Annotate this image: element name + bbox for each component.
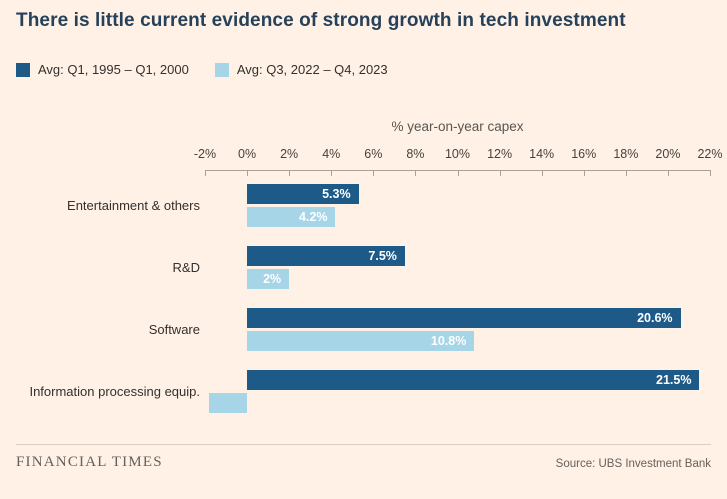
x-axis-tick xyxy=(583,170,585,176)
x-axis-tick xyxy=(205,170,206,176)
category-label: R&D xyxy=(172,260,200,275)
legend-label-series2: Avg: Q3, 2022 – Q4, 2023 xyxy=(236,62,388,77)
x-axis-tick xyxy=(541,170,543,176)
bar-segment: 20.6% xyxy=(247,308,681,328)
bar-segment: 5.3% xyxy=(247,184,359,204)
x-axis-tick-label: 20% xyxy=(655,147,681,161)
legend-label-series1: Avg: Q1, 1995 – Q1, 2000 xyxy=(38,62,189,77)
x-axis-tick xyxy=(457,170,459,176)
legend-swatch-light-blue xyxy=(214,62,229,77)
bar-segment: 21.5% xyxy=(247,370,700,390)
x-axis-tick-label: 10% xyxy=(444,147,471,161)
legend-item-series1: Avg: Q1, 1995 – Q1, 2000 xyxy=(16,62,189,77)
x-axis-tick-label: 22% xyxy=(697,147,723,161)
x-axis-tick-label: 12% xyxy=(487,147,513,161)
x-axis-tick-label: 8% xyxy=(406,147,425,161)
x-axis-tick xyxy=(247,170,249,176)
x-axis-tick xyxy=(415,170,417,176)
bar-segment: 7.5% xyxy=(247,246,405,266)
legend-item-series2: Avg: Q3, 2022 – Q4, 2023 xyxy=(214,62,388,77)
category-label: Entertainment & others xyxy=(67,198,200,213)
bar-segment: 4.2% xyxy=(247,207,336,227)
bar-value-label: 20.6% xyxy=(637,311,673,325)
x-axis-tick-label: 0% xyxy=(238,147,257,161)
bar-value-label: 7.5% xyxy=(368,249,397,263)
footer-divider xyxy=(16,444,711,445)
financial-times-logo: FINANCIAL TIMES xyxy=(16,454,163,470)
bar-value-label: 4.2% xyxy=(298,210,328,224)
category-label: Information processing equip. xyxy=(29,384,200,399)
bar-value-label: 5.3% xyxy=(322,187,351,201)
category-label: Software xyxy=(148,322,200,337)
x-axis-tick-label: 4% xyxy=(322,147,341,161)
x-axis-tick xyxy=(289,170,291,176)
bar-segment xyxy=(209,393,248,413)
x-axis-tick-label: 18% xyxy=(613,147,639,161)
x-axis-tick-label: 14% xyxy=(529,147,555,161)
bar-value-label: 10.8% xyxy=(430,334,467,348)
x-axis-tick xyxy=(331,170,333,176)
bar-segment: 10.8% xyxy=(247,331,475,351)
chart-title: There is little current evidence of stro… xyxy=(16,10,626,31)
x-axis-tick xyxy=(373,170,375,176)
x-axis-tick-label: 16% xyxy=(571,147,597,161)
legend-swatch-dark-blue xyxy=(16,62,30,77)
x-axis-tick xyxy=(667,170,669,176)
bar-segment: 2% xyxy=(247,269,290,289)
source-credit: Source: UBS Investment Bank xyxy=(555,458,711,470)
x-axis-tick-label: 2% xyxy=(280,147,299,161)
x-axis-tick-label: -2% xyxy=(193,147,217,161)
x-axis-title: % year-on-year capex xyxy=(391,119,524,134)
bar-value-label: 2% xyxy=(263,272,282,286)
x-axis-tick xyxy=(625,170,627,176)
x-axis-tick xyxy=(499,170,501,176)
x-axis-tick xyxy=(710,170,711,176)
x-axis-tick-label: 6% xyxy=(364,147,383,161)
bar-value-label: 21.5% xyxy=(656,373,692,387)
legend: Avg: Q1, 1995 – Q1, 2000 Avg: Q3, 2022 –… xyxy=(16,62,388,77)
